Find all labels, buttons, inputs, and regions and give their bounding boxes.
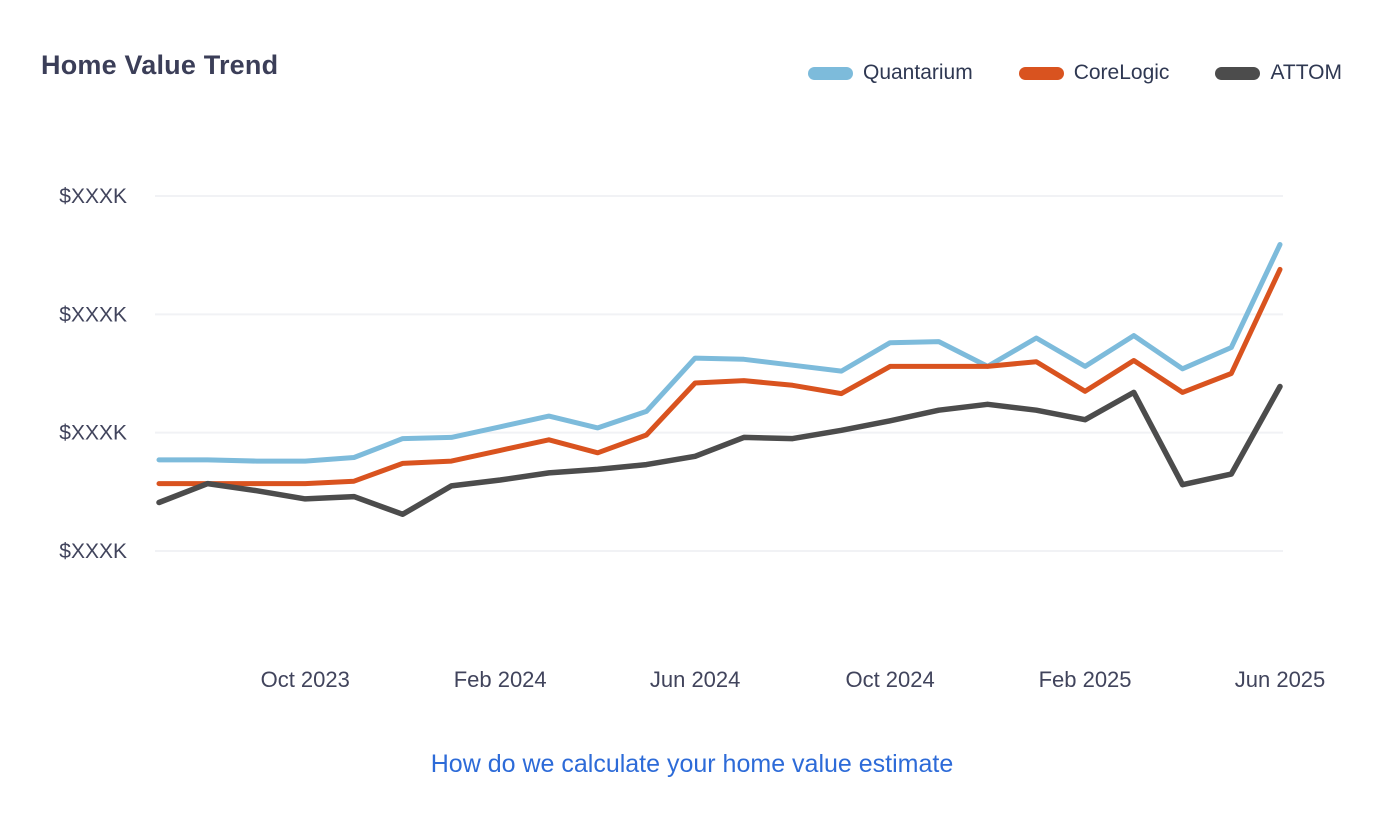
attom-swatch-icon	[1215, 66, 1261, 80]
x-axis-label: Oct 2024	[845, 667, 934, 692]
attom-line	[156, 383, 1283, 518]
x-axis-label: Jun 2025	[1235, 667, 1326, 692]
legend-label: ATTOM	[1270, 61, 1342, 84]
legend-item-corelogic[interactable]: CoreLogic	[1018, 61, 1170, 85]
legend-label: CoreLogic	[1073, 61, 1170, 84]
legend-item-attom[interactable]: ATTOM	[1215, 61, 1342, 85]
x-axis-label: Jun 2024	[650, 667, 741, 692]
corelogic-swatch-icon	[1018, 66, 1064, 80]
legend-item-quantarium[interactable]: Quantarium	[807, 61, 973, 85]
y-axis-label: $XXXK	[59, 185, 127, 208]
home-value-estimate-info-link[interactable]: How do we calculate your home value esti…	[430, 750, 954, 778]
footer: How do we calculate your home value esti…	[0, 750, 1384, 779]
page-title: Home Value Trend	[41, 50, 279, 80]
x-axis-label: Feb 2025	[1039, 667, 1132, 692]
corelogic-line	[156, 266, 1283, 487]
y-axis-label: $XXXK	[59, 422, 127, 445]
chart-legend: Quantarium CoreLogic ATTOM	[807, 61, 1342, 85]
quantarium-line	[156, 242, 1283, 464]
y-axis-label: $XXXK	[59, 540, 127, 563]
x-axis-label: Oct 2023	[261, 667, 350, 692]
legend-label: Quantarium	[862, 61, 973, 84]
x-axis-label: Feb 2024	[454, 667, 547, 692]
quantarium-swatch-icon	[807, 66, 853, 80]
y-axis-label: $XXXK	[59, 303, 127, 326]
